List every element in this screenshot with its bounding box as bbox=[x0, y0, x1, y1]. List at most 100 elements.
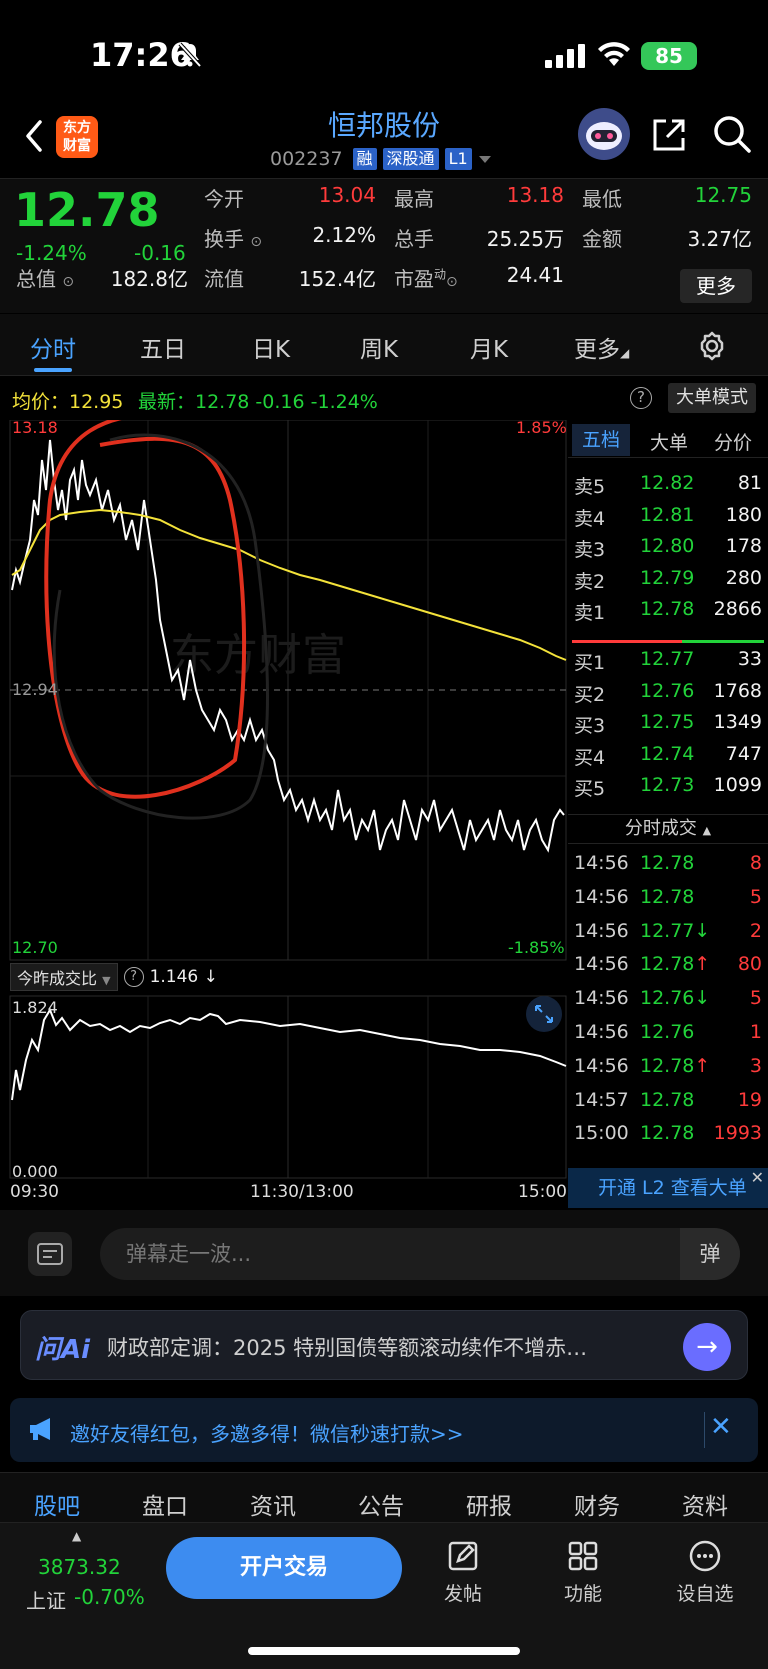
danmaku-input[interactable]: 弹幕走一波... bbox=[100, 1228, 740, 1280]
tick-row: 14:56 12.78 8 bbox=[574, 852, 764, 882]
float-value: 152.4亿 bbox=[298, 267, 376, 291]
tick-label: 14:56 bbox=[574, 987, 629, 1010]
pe-label: 市盈动⊙ bbox=[394, 267, 458, 291]
edit-icon bbox=[448, 1541, 478, 1571]
robot-assistant-icon[interactable] bbox=[578, 108, 630, 160]
invite-banner[interactable]: 邀好友得红包，多邀多得！微信秒速打款>> ✕ bbox=[10, 1398, 758, 1462]
low-label: 最低 bbox=[582, 187, 622, 211]
ai-news-banner[interactable]: 问Ai 财政部定调：2025 特别国债等额滚动续作不增赤… → bbox=[20, 1310, 748, 1380]
open-account-trade-button[interactable]: 开户交易 bbox=[166, 1537, 402, 1599]
danmaku-settings-icon[interactable] bbox=[28, 1232, 72, 1276]
book-tab-five[interactable]: 五档 bbox=[572, 424, 630, 456]
price-line bbox=[11, 439, 565, 853]
open-value: 13.04 bbox=[318, 183, 376, 207]
help-icon[interactable]: ? bbox=[630, 387, 652, 409]
chart-bottom-pct: -1.85% bbox=[508, 938, 565, 957]
index-change-pct: -0.70% bbox=[74, 1585, 145, 1609]
tab-profile[interactable]: 资料 bbox=[682, 1494, 728, 1520]
tab-monthly-k[interactable]: 月K bbox=[470, 337, 509, 363]
stock-code-row[interactable]: 002237 融 深股通 L1 bbox=[270, 146, 492, 172]
settings-gear-icon[interactable] bbox=[696, 330, 728, 362]
time-axis-end: 15:00 bbox=[518, 1182, 567, 1202]
bell-off-icon bbox=[178, 42, 202, 68]
ask-price: 12.82 bbox=[640, 472, 695, 494]
bid-volume: 1768 bbox=[713, 679, 762, 702]
book-tab-big[interactable]: 大单 bbox=[650, 432, 689, 454]
black-annotation-circle bbox=[52, 433, 269, 820]
tick-price: 12.78 bbox=[640, 885, 695, 908]
index-value[interactable]: 3873.32 bbox=[38, 1555, 121, 1579]
bid-row: 买5 12.73 1099 bbox=[574, 774, 764, 804]
tick-row: 14:56 12.78 5 bbox=[574, 886, 764, 916]
tick-row: 14:56 12.77↓ 2 bbox=[574, 920, 764, 950]
share-icon[interactable] bbox=[650, 116, 688, 154]
bid-bar bbox=[682, 640, 764, 643]
stock-title[interactable]: 恒邦股份 bbox=[327, 109, 440, 142]
bid-price: 12.75 bbox=[640, 711, 695, 733]
back-button[interactable] bbox=[20, 116, 50, 156]
danmaku-toggle-button[interactable]: 弹 bbox=[680, 1228, 740, 1280]
pe-value: 24.41 bbox=[506, 263, 564, 287]
functions-button[interactable]: 功能 bbox=[538, 1539, 628, 1606]
divider bbox=[704, 1412, 705, 1448]
tag-connect: 深股通 bbox=[382, 148, 439, 170]
bid-price: 12.73 bbox=[640, 774, 695, 796]
close-icon[interactable]: ✕ bbox=[710, 1412, 732, 1442]
low-value: 12.75 bbox=[694, 183, 752, 207]
search-icon[interactable] bbox=[712, 114, 752, 154]
nav-header: 东方 财富 恒邦股份 002237 融 深股通 L1 bbox=[0, 100, 768, 178]
tab-five-day[interactable]: 五日 bbox=[140, 337, 186, 363]
tick-price: 12.78 bbox=[640, 1122, 695, 1145]
arrow-right-icon[interactable]: → bbox=[683, 1323, 731, 1371]
tab-forum[interactable]: 股吧 bbox=[34, 1494, 80, 1520]
chart-mid-price: 12.94 bbox=[12, 680, 58, 699]
ask-row: 卖4 12.81 180 bbox=[574, 504, 764, 534]
amount-value: 3.27亿 bbox=[687, 227, 752, 251]
ratio-selector[interactable]: 今昨成交比 ▼ bbox=[10, 963, 118, 991]
tab-daily-k[interactable]: 日K bbox=[252, 337, 291, 363]
more-button[interactable]: 更多 bbox=[680, 269, 752, 303]
ask-volume: 178 bbox=[725, 535, 762, 557]
tick-volume: 1993 bbox=[713, 1122, 762, 1145]
ai-news-text: 财政部定调：2025 特别国债等额滚动续作不增赤… bbox=[107, 1336, 588, 1360]
ask-row: 卖1 12.78 2866 bbox=[574, 598, 764, 628]
info-icon: ⊙ bbox=[250, 234, 263, 250]
intraday-chart[interactable]: 东方财富 13.18 1.85% 12.94 12.70 -1.85% 1.82… bbox=[0, 412, 568, 1210]
tab-research[interactable]: 研报 bbox=[466, 1494, 512, 1520]
ask-row: 卖2 12.79 280 bbox=[574, 567, 764, 597]
tab-news[interactable]: 资讯 bbox=[250, 1494, 296, 1520]
tab-announcements[interactable]: 公告 bbox=[358, 1494, 404, 1520]
tab-intraday[interactable]: 分时 bbox=[30, 337, 76, 363]
ask-volume: 2866 bbox=[713, 598, 762, 620]
ask-volume: 280 bbox=[725, 566, 762, 589]
bid-label: 买1 bbox=[574, 652, 606, 674]
dropdown-icon bbox=[478, 156, 491, 163]
bottom-content-tabs: 股吧 盘口 资讯 公告 研报 财务 资料 bbox=[0, 1472, 768, 1522]
book-tab-price[interactable]: 分价 bbox=[714, 432, 753, 454]
bid-volume: 747 bbox=[725, 742, 762, 765]
ticks-header[interactable]: 分时成交 ▲ bbox=[568, 814, 768, 844]
wifi-icon bbox=[598, 42, 630, 66]
add-watchlist-button[interactable]: 设自选 bbox=[660, 1539, 750, 1606]
high-value: 13.18 bbox=[506, 183, 564, 207]
tab-more[interactable]: 更多◢ bbox=[574, 337, 630, 363]
bid-price: 12.77 bbox=[640, 648, 695, 670]
ask-price: 12.79 bbox=[640, 566, 695, 589]
tick-label: 14:56 bbox=[574, 885, 629, 908]
tab-orderbook[interactable]: 盘口 bbox=[142, 1494, 188, 1520]
big-order-mode-button[interactable]: 大单模式 bbox=[668, 383, 756, 413]
tick-price: 12.78 bbox=[640, 1088, 695, 1111]
high-label: 最高 bbox=[394, 187, 434, 211]
tab-weekly-k[interactable]: 周K bbox=[360, 337, 399, 363]
help-icon[interactable]: ? bbox=[123, 967, 144, 987]
signal-icon bbox=[545, 44, 585, 68]
l2-upgrade-banner[interactable]: 开通 L2 查看大单 ✕ bbox=[568, 1168, 768, 1208]
close-icon: ✕ bbox=[750, 1168, 764, 1187]
tick-volume: 19 bbox=[737, 1088, 762, 1111]
tick-label: 15:00 bbox=[574, 1122, 629, 1145]
post-button[interactable]: 发帖 bbox=[418, 1539, 508, 1606]
bid-volume: 1349 bbox=[713, 711, 762, 733]
tab-finance[interactable]: 财务 bbox=[574, 1494, 620, 1520]
grid-icon bbox=[568, 1541, 598, 1571]
tick-label: 14:56 bbox=[574, 953, 629, 976]
